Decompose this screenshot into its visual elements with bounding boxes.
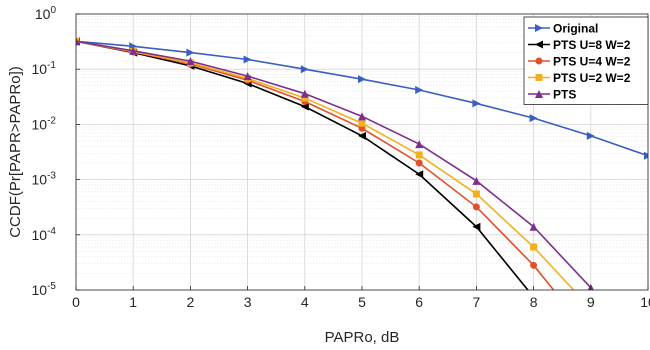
data-point bbox=[358, 75, 366, 84]
y-tick-exponent: -1 bbox=[47, 60, 56, 71]
x-tick-label: 6 bbox=[415, 294, 423, 310]
legend-marker bbox=[535, 57, 543, 65]
x-tick-labels: 0 1 2 3 4 5 6 7 8 9 10 bbox=[72, 286, 650, 310]
data-point bbox=[300, 102, 309, 111]
legend-label: Original bbox=[553, 22, 598, 36]
data-point bbox=[300, 89, 309, 98]
data-point bbox=[129, 46, 138, 55]
y-axis-label: CCDF(Pr[PAPR>PAPRo]) bbox=[7, 66, 24, 238]
legend-marker bbox=[535, 24, 543, 32]
series-pts bbox=[76, 37, 594, 290]
data-point bbox=[358, 112, 366, 121]
data-point bbox=[586, 131, 595, 140]
x-tick-label: 7 bbox=[473, 294, 481, 310]
data-point bbox=[529, 222, 538, 231]
data-point bbox=[415, 159, 423, 167]
data-point bbox=[472, 203, 480, 211]
x-tick-label: 9 bbox=[587, 294, 595, 310]
data-point bbox=[530, 261, 538, 269]
x-tick-label: 1 bbox=[129, 294, 137, 310]
data-point bbox=[530, 243, 538, 251]
data-point bbox=[472, 99, 481, 108]
series-line bbox=[76, 40, 592, 289]
data-point bbox=[358, 131, 366, 140]
legend-label: PTS U=4 W=2 bbox=[553, 55, 631, 69]
y-tick-exponent: -3 bbox=[47, 171, 56, 182]
data-point bbox=[644, 151, 648, 160]
y-tick-exponent: -5 bbox=[47, 281, 56, 292]
y-tick-label: 10-4 bbox=[32, 226, 57, 243]
data-point bbox=[415, 170, 424, 179]
legend: Original PTS U=8 W=2 PTS U=4 W=2 PTS U=2 W=… bbox=[523, 16, 649, 105]
legend-item: PTS U=2 W=2 bbox=[528, 71, 631, 85]
data-point bbox=[529, 114, 538, 123]
data-point bbox=[358, 119, 366, 127]
data-point bbox=[472, 176, 481, 185]
x-tick-label: 5 bbox=[358, 294, 366, 310]
x-tick-label: 10 bbox=[640, 294, 650, 310]
legend-item: PTS bbox=[528, 88, 576, 102]
y-tick-label: 100 bbox=[35, 5, 57, 22]
legend-item: PTS U=8 W=2 bbox=[528, 38, 631, 52]
data-point bbox=[415, 140, 424, 149]
x-tick-label: 8 bbox=[530, 294, 538, 310]
legend-label: PTS bbox=[553, 88, 576, 102]
data-point bbox=[472, 222, 481, 231]
data-point bbox=[472, 190, 480, 198]
legend-marker bbox=[535, 74, 543, 81]
series-original bbox=[76, 39, 648, 160]
y-tick-labels: 100 10-1 10-2 10-3 10-4 10-5 bbox=[32, 5, 80, 298]
data-point bbox=[415, 151, 423, 159]
y-tick-label: 10-1 bbox=[32, 60, 57, 77]
data-point bbox=[186, 48, 195, 57]
y-tick-exponent: 0 bbox=[50, 5, 56, 16]
legend-marker bbox=[535, 40, 543, 49]
y-tick-label: 10-3 bbox=[32, 171, 57, 188]
x-axis-label: PAPRo, dB bbox=[325, 329, 400, 346]
legend-item: PTS U=4 W=2 bbox=[528, 55, 631, 69]
y-tick-exponent: -4 bbox=[47, 226, 56, 237]
y-tick-label: 10-5 bbox=[32, 281, 57, 298]
legend-marker bbox=[535, 90, 543, 98]
data-point bbox=[76, 37, 80, 46]
data-point bbox=[243, 55, 252, 64]
data-point bbox=[415, 85, 424, 94]
series-line bbox=[76, 40, 575, 290]
x-tick-label: 2 bbox=[187, 294, 195, 310]
legend-item: Original bbox=[528, 22, 598, 36]
y-tick-exponent: -2 bbox=[47, 115, 56, 126]
data-point bbox=[300, 65, 309, 74]
x-tick-label: 0 bbox=[72, 294, 80, 310]
x-tick-label: 4 bbox=[301, 294, 309, 310]
series-group bbox=[76, 37, 648, 290]
data-point bbox=[243, 72, 252, 81]
data-point bbox=[186, 57, 195, 66]
legend-label: PTS U=8 W=2 bbox=[553, 38, 631, 52]
x-tick-label: 3 bbox=[244, 294, 252, 310]
legend-label: PTS U=2 W=2 bbox=[553, 71, 631, 85]
y-tick-label: 10-2 bbox=[32, 115, 57, 132]
